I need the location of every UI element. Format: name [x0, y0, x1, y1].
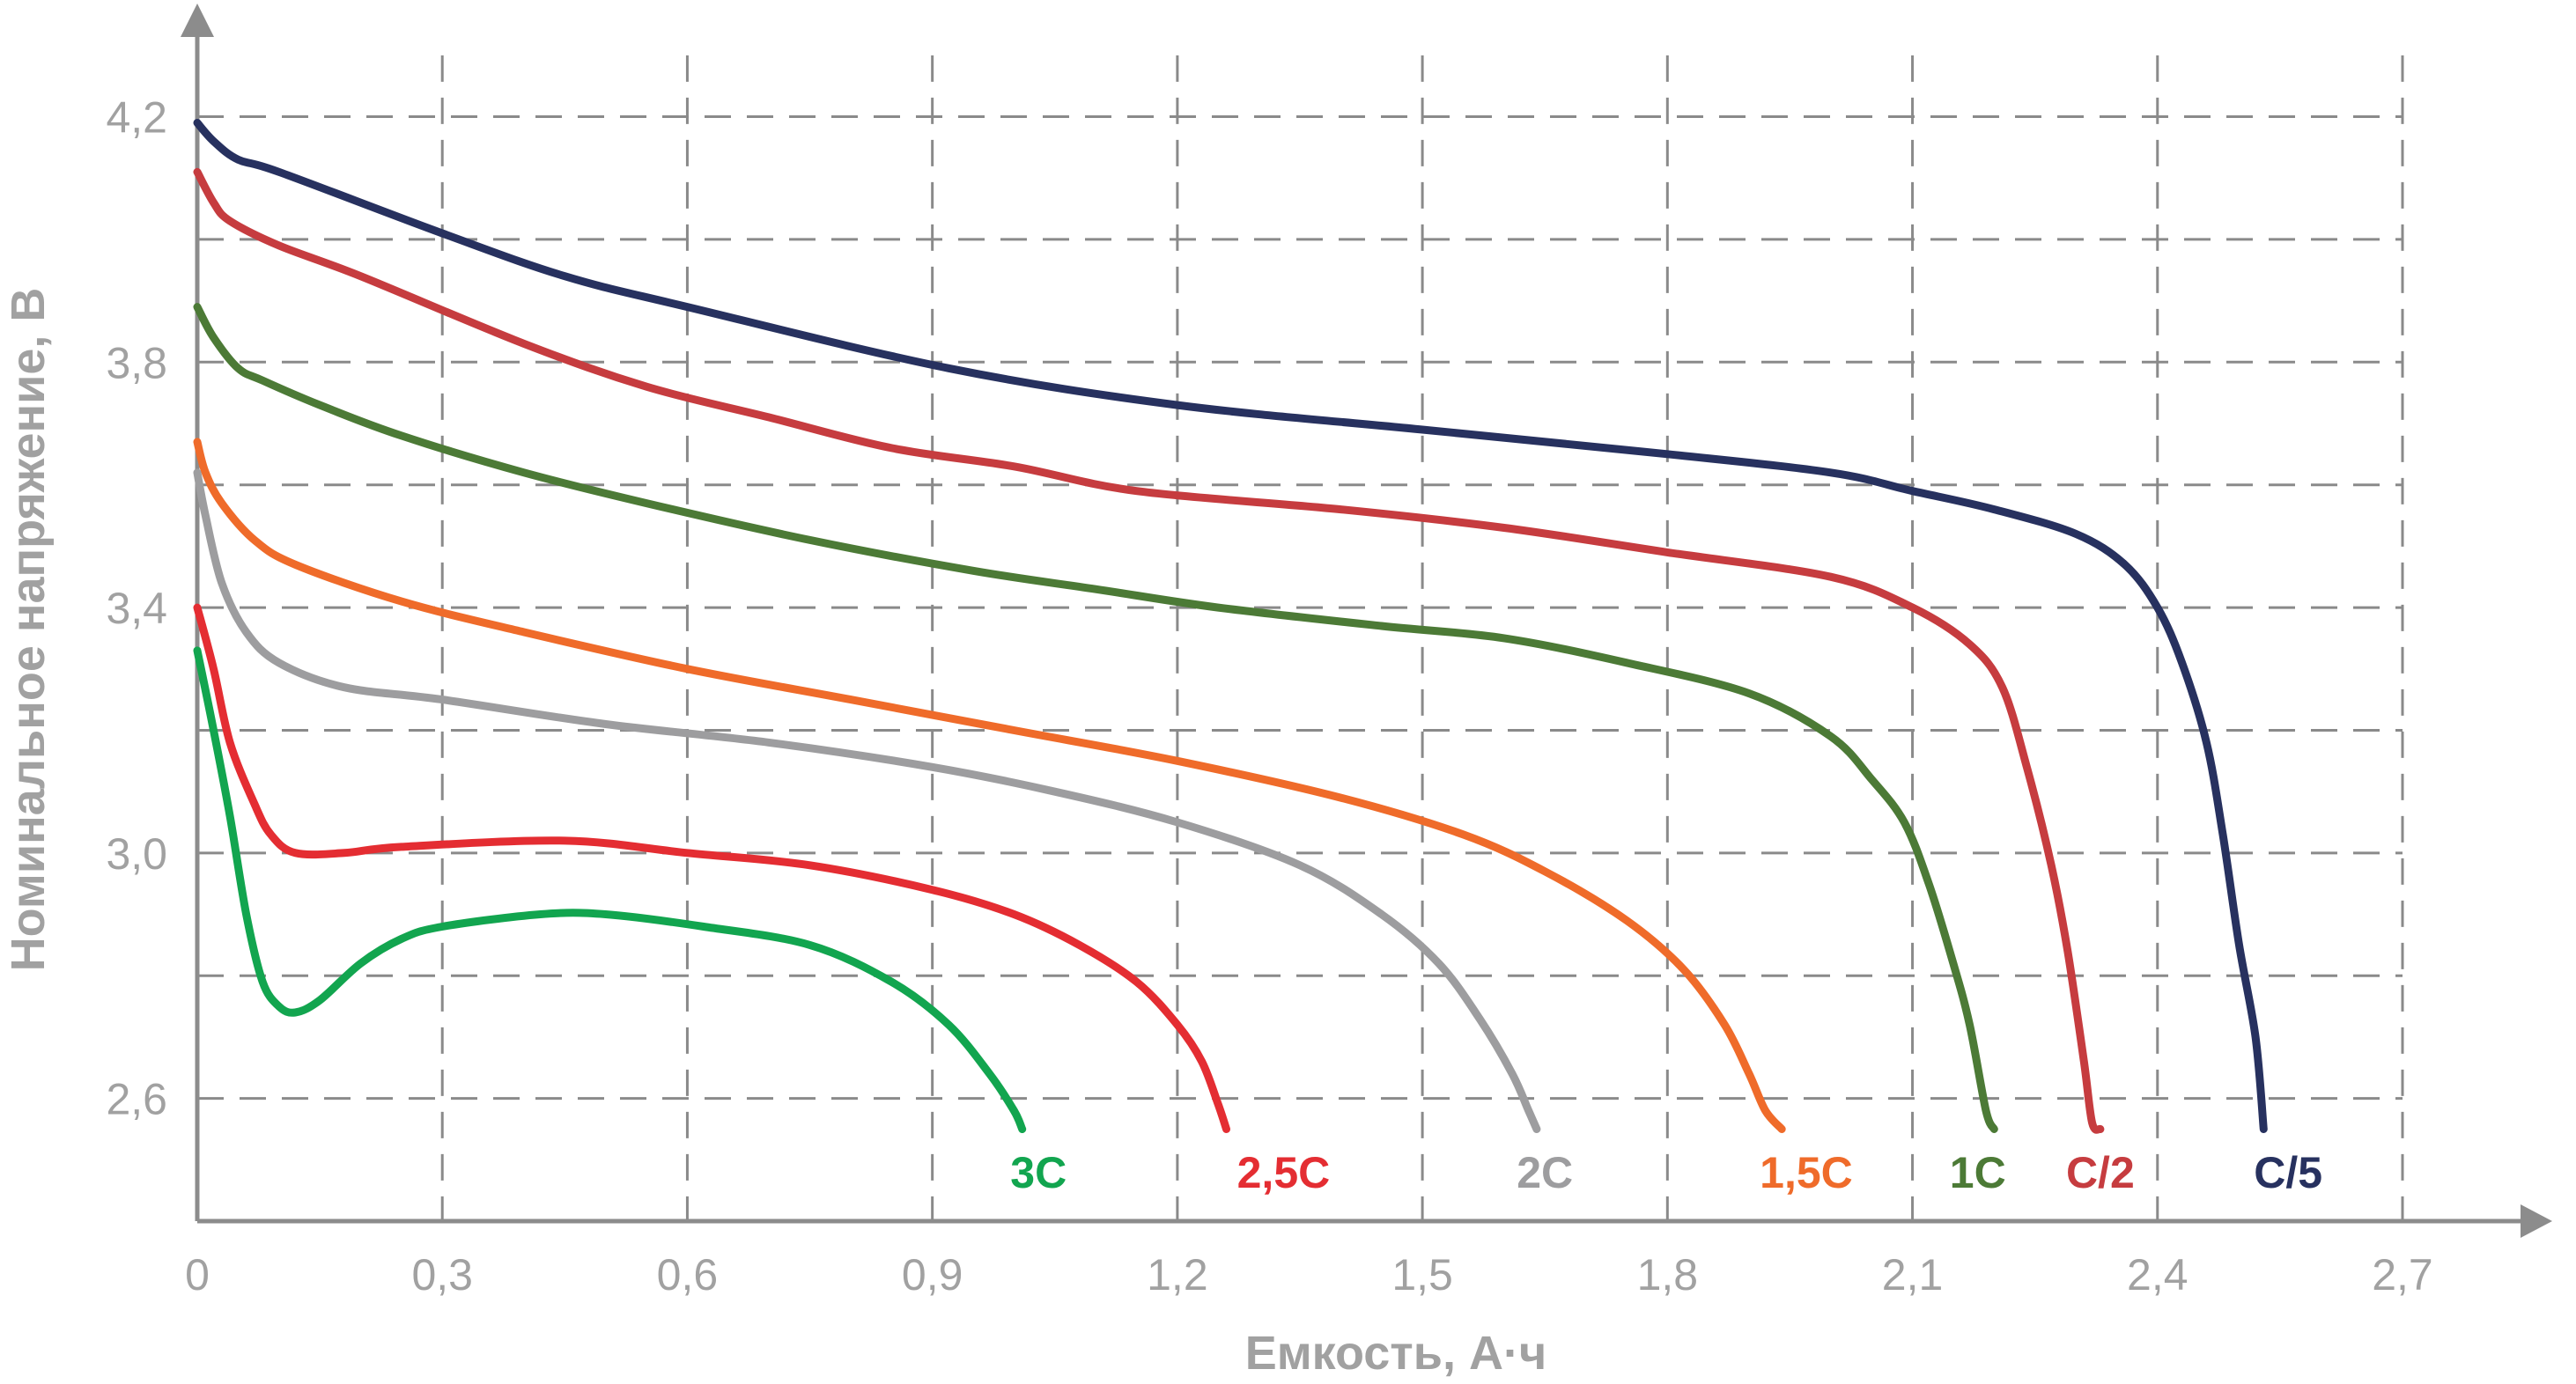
x-tick-label: 0,3	[411, 1250, 473, 1299]
y-axis-title: Номинальное напряжение, В	[2, 288, 55, 972]
series-line-c-5	[193, 119, 2268, 1133]
series-line-2-5c	[193, 603, 1230, 1133]
tick-labels: 0 0,3 0,6 0,9 1,2 1,5 1,8 2,1 2,4 2,7 2,6 3,0 3,4 3,8…	[106, 93, 2432, 1299]
x-tick-label: 1,5	[1391, 1250, 1453, 1299]
series-label: C/2	[2066, 1148, 2135, 1197]
series-line-3c	[193, 646, 1027, 1133]
series-line-2c	[193, 468, 1541, 1133]
series-lines	[193, 119, 2268, 1134]
x-axis-title: Емкость, А·ч	[1245, 1327, 1547, 1380]
x-tick-label: 0	[185, 1250, 210, 1299]
y-tick-label: 2,6	[106, 1075, 167, 1124]
series-label: C/5	[2254, 1148, 2322, 1197]
series-label: 1,5C	[1760, 1148, 1853, 1197]
y-tick-label: 3,0	[106, 829, 167, 879]
x-tick-label: 1,2	[1147, 1250, 1208, 1299]
series-line-c-2	[193, 167, 2105, 1134]
series-label: 2,5C	[1237, 1148, 1331, 1197]
y-axis-arrow-icon	[181, 4, 214, 37]
y-tick-label: 3,8	[106, 338, 167, 387]
series-labels: 3C 2,5C 2C 1,5C 1C C/2 C/5	[1010, 1148, 2322, 1197]
x-tick-label: 0,9	[902, 1250, 963, 1299]
axes	[181, 4, 2552, 1238]
series-label: 1C	[1950, 1148, 2006, 1197]
y-tick-label: 3,4	[106, 584, 167, 633]
x-tick-label: 2,7	[2372, 1250, 2433, 1299]
x-tick-label: 0,6	[657, 1250, 719, 1299]
series-line-1c	[193, 303, 1998, 1133]
x-tick-label: 2,4	[2127, 1250, 2188, 1299]
x-tick-label: 1,8	[1637, 1250, 1699, 1299]
series-label: 2C	[1517, 1148, 1573, 1197]
x-axis-arrow-icon	[2521, 1204, 2552, 1238]
grid	[197, 55, 2404, 1221]
series-line-1-5c	[193, 438, 1786, 1133]
y-tick-label: 4,2	[106, 93, 167, 143]
x-tick-label: 2,1	[1882, 1250, 1944, 1299]
series-label: 3C	[1010, 1148, 1067, 1197]
